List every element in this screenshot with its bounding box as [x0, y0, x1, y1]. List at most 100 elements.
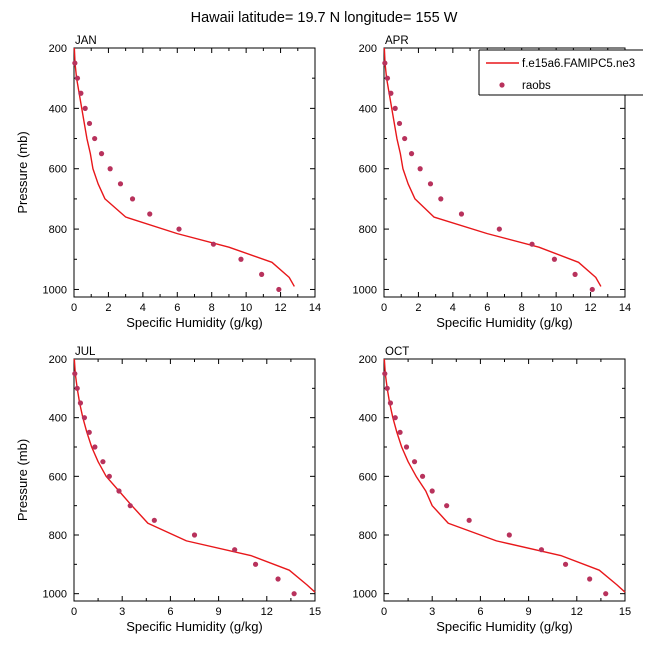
raobs-point — [116, 488, 122, 494]
x-tick-label: 0 — [71, 606, 77, 618]
panel-label: APR — [385, 35, 409, 47]
x-tick-label: 15 — [619, 606, 631, 618]
raobs-point — [81, 415, 88, 421]
raobs-point — [78, 90, 84, 96]
x-axis-label: Specific Humidity (g/kg) — [126, 315, 263, 330]
raobs-point — [429, 488, 435, 494]
raobs-point — [384, 385, 390, 391]
x-tick-label: 0 — [381, 302, 387, 314]
raobs-point — [176, 226, 182, 232]
y-tick-label: 200 — [359, 354, 377, 366]
legend: f.e15a6.FAMIPC5.ne3 raobs — [478, 49, 643, 96]
raobs-point — [572, 271, 578, 277]
x-tick-label: 6 — [167, 606, 173, 618]
raobs-point — [427, 181, 434, 187]
raobs-point — [392, 415, 398, 421]
raobs-point — [603, 591, 609, 597]
raobs-point — [106, 473, 112, 479]
y-tick-label: 400 — [359, 413, 377, 425]
y-tick-label: 400 — [49, 413, 67, 425]
raobs-point — [117, 181, 124, 187]
raobs-point — [151, 517, 157, 523]
x-tick-label: 12 — [571, 606, 583, 618]
x-tick-label: 6 — [174, 302, 180, 314]
x-tick-label: 12 — [584, 302, 596, 314]
panel-oct: 0 3 6 9 12 15 200 400 600 800 1000 OCT Specific Humi… — [353, 346, 632, 634]
y-tick-label: 600 — [359, 164, 377, 176]
raobs-point — [392, 105, 398, 111]
raobs-point — [127, 503, 133, 509]
figure-title: Hawaii latitude= 19.7 N longitude= 155 W — [191, 10, 458, 26]
x-tick-label: 0 — [381, 606, 387, 618]
raobs-point — [92, 135, 98, 142]
x-tick-label: 8 — [209, 302, 215, 314]
raobs-point — [147, 211, 153, 217]
raobs-point — [402, 135, 408, 142]
raobs-point — [382, 371, 388, 377]
y-axis-label: Pressure (mb) — [15, 439, 30, 521]
x-tick-label: 4 — [450, 302, 456, 314]
raobs-point — [589, 286, 595, 293]
x-tick-label: 10 — [240, 302, 252, 314]
x-axis-label: Specific Humidity (g/kg) — [436, 315, 573, 330]
raobs-point — [259, 271, 265, 277]
y-tick-label: 800 — [49, 530, 67, 542]
raobs-point — [587, 576, 593, 582]
raobs-point — [408, 151, 415, 157]
y-tick-label: 600 — [49, 164, 67, 176]
y-tick-label: 200 — [359, 43, 377, 55]
raobs-point — [388, 90, 394, 96]
x-tick-label: 3 — [119, 606, 125, 618]
panel-apr: 0 2 4 6 8 10 12 14 200 400 600 800 1000 APR Specific H… — [353, 35, 632, 330]
panel-jul: 0 3 6 9 12 15 200 400 600 800 1000 JUL Specific Humi… — [15, 346, 321, 634]
legend-label: raobs — [522, 80, 551, 92]
x-tick-label: 15 — [309, 606, 321, 618]
series-line-model — [73, 358, 316, 593]
x-tick-label: 2 — [105, 302, 111, 314]
raobs-point — [387, 400, 394, 406]
x-tick-label: 9 — [526, 606, 532, 618]
raobs-point — [238, 256, 244, 262]
raobs-point — [276, 286, 282, 293]
raobs-point — [72, 371, 78, 377]
x-tick-label: 12 — [261, 606, 273, 618]
raobs-point — [419, 473, 426, 479]
y-tick-label: 600 — [49, 471, 67, 483]
raobs-point — [252, 561, 259, 567]
x-tick-label: 4 — [140, 302, 146, 314]
panel-label: JUL — [75, 346, 96, 358]
raobs-point — [86, 120, 93, 127]
series-line-model — [73, 47, 295, 287]
y-tick-label: 200 — [49, 43, 67, 55]
y-tick-label: 800 — [359, 224, 377, 236]
raobs-point — [382, 60, 388, 66]
raobs-point — [562, 561, 569, 567]
raobs-point — [72, 60, 78, 66]
raobs-point — [496, 226, 502, 232]
raobs-point — [107, 166, 113, 172]
y-axis-label: Pressure (mb) — [15, 131, 30, 213]
raobs-point — [397, 429, 403, 435]
y-tick-label: 600 — [359, 471, 377, 483]
raobs-point — [275, 576, 281, 582]
x-tick-label: 14 — [619, 302, 631, 314]
y-tick-label: 800 — [359, 530, 377, 542]
x-tick-label: 3 — [429, 606, 435, 618]
raobs-point — [92, 444, 98, 450]
raobs-point — [506, 532, 512, 538]
raobs-point — [191, 532, 198, 538]
raobs-point — [77, 400, 84, 406]
raobs-point — [98, 151, 105, 157]
raobs-point — [444, 503, 450, 509]
raobs-point — [100, 459, 106, 465]
x-tick-label: 6 — [477, 606, 483, 618]
y-tick-label: 1000 — [43, 589, 67, 601]
raobs-point — [74, 385, 80, 391]
raobs-point — [529, 241, 535, 247]
legend-swatch-marker — [499, 82, 505, 88]
raobs-point — [291, 591, 297, 597]
x-tick-label: 14 — [309, 302, 321, 314]
raobs-point — [538, 547, 545, 553]
